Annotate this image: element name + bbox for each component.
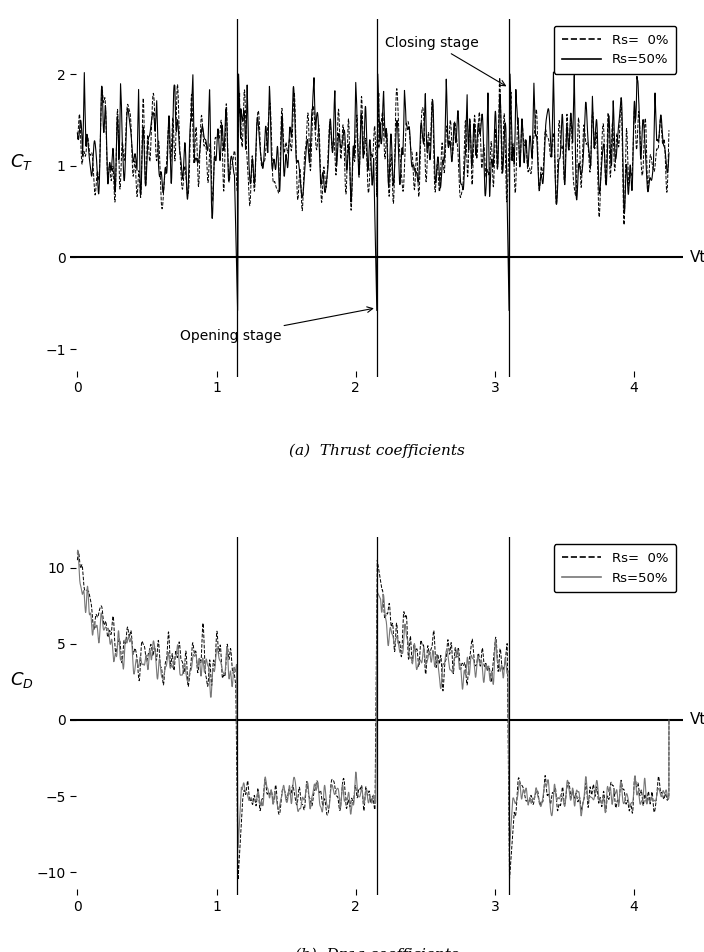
Text: (a)  Thrust coefficients: (a) Thrust coefficients [289,444,465,458]
Text: Vt/h: Vt/h [690,712,704,727]
Text: $C_D$: $C_D$ [10,670,33,690]
Text: $C_T$: $C_T$ [10,152,33,172]
Text: Opening stage: Opening stage [180,307,372,343]
Legend: Rs=  0%, Rs=50%: Rs= 0%, Rs=50% [554,26,677,74]
Text: (b)  Drag coefficients: (b) Drag coefficients [295,948,458,952]
Text: Vt/h: Vt/h [690,249,704,265]
Legend: Rs=  0%, Rs=50%: Rs= 0%, Rs=50% [554,544,677,592]
Text: Closing stage: Closing stage [386,35,505,86]
